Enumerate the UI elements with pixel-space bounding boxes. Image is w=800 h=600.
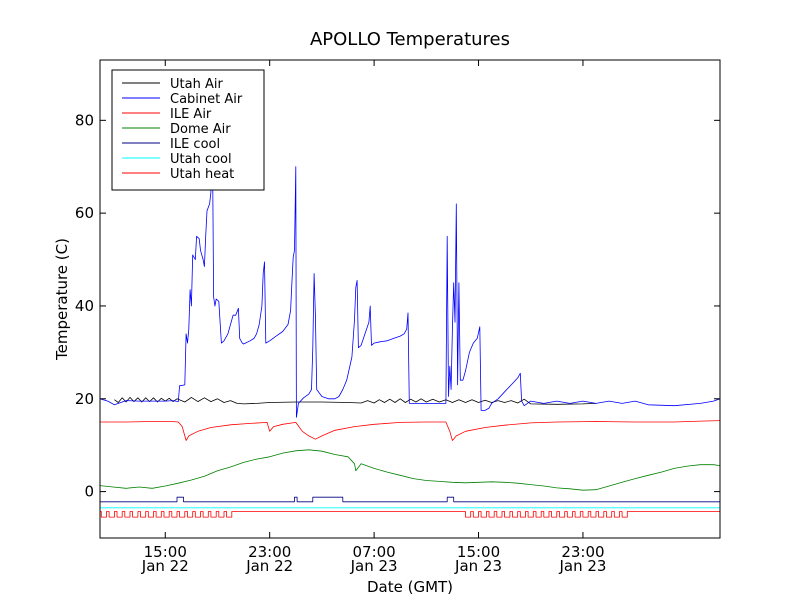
x-tick-label-time: 07:00 <box>352 543 395 561</box>
series-line-utah-air <box>114 397 597 405</box>
x-tick-label-date: Jan 23 <box>350 557 398 575</box>
x-tick-label-date: Jan 22 <box>245 557 293 575</box>
x-axis-title: Date (GMT) <box>367 578 453 596</box>
series-line-dome-air <box>100 449 720 491</box>
y-tick-label: 20 <box>75 390 94 408</box>
series-lines <box>100 119 720 518</box>
x-tick-label-time: 23:00 <box>561 543 604 561</box>
x-tick-label-time: 23:00 <box>248 543 291 561</box>
legend-label: Dome Air <box>170 122 231 137</box>
chart-title: APOLLO Temperatures <box>310 29 510 50</box>
legend-label: Utah heat <box>170 167 234 182</box>
series-line-ile-air <box>100 420 720 441</box>
y-axis-title: Temperature (C) <box>53 238 71 361</box>
legend-label: Cabinet Air <box>170 92 243 107</box>
legend-label: ILE cool <box>170 137 220 152</box>
x-tick-label-date: Jan 23 <box>454 557 502 575</box>
x-tick-label-time: 15:00 <box>144 543 187 561</box>
y-tick-label: 40 <box>75 297 94 315</box>
series-line-cabinet-air <box>100 119 720 418</box>
legend-label: Utah Air <box>170 77 223 92</box>
x-tick-label-time: 15:00 <box>457 543 500 561</box>
legend-label: Utah cool <box>170 152 232 167</box>
x-tick-label-date: Jan 23 <box>558 557 606 575</box>
y-tick-label: 80 <box>75 111 94 129</box>
legend-label: ILE Air <box>170 107 212 122</box>
series-line-utah-heat <box>100 511 720 518</box>
plot-frame <box>99 59 721 539</box>
y-tick-label: 0 <box>84 483 94 501</box>
y-tick-label: 60 <box>75 204 94 222</box>
legend-box <box>111 69 265 191</box>
series-line-ile-cool <box>100 496 720 503</box>
x-tick-label-date: Jan 22 <box>141 557 189 575</box>
